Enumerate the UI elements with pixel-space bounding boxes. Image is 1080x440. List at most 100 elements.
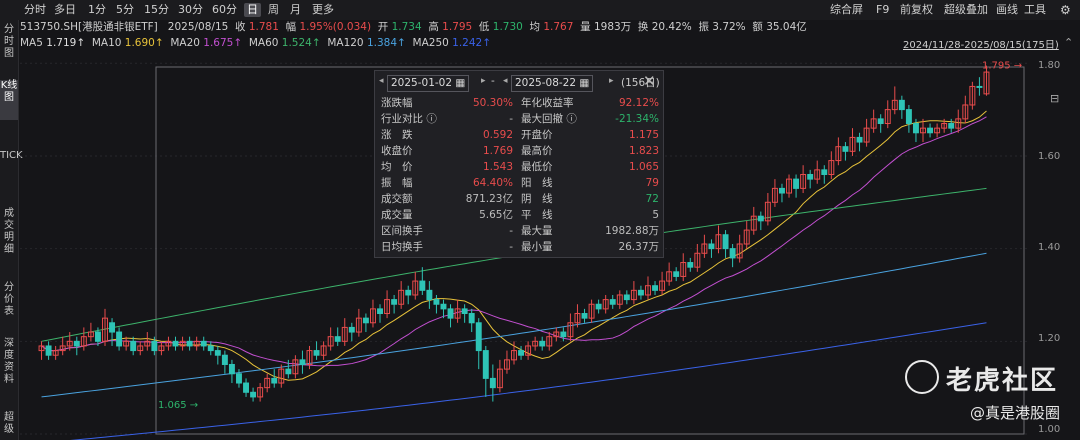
amount-label: 额 [752, 21, 763, 33]
ma-line [41, 252, 987, 398]
ma60-value: 1.524↑ [281, 37, 321, 49]
side-tab-kline[interactable]: K线图 [0, 80, 18, 120]
candle-body [447, 308, 454, 319]
side-tab-timeshare[interactable]: 分时图 [4, 24, 14, 59]
candle-body [645, 285, 651, 296]
candle-body [588, 303, 595, 319]
stat-label: 均 价 [381, 161, 413, 173]
tab-timeshare[interactable]: 分时 [24, 3, 46, 16]
tab-week[interactable]: 周 [268, 3, 279, 16]
start-date: 2025-01-02 [391, 77, 453, 89]
open-label: 开 [377, 21, 389, 33]
candle-body [560, 331, 567, 338]
tab-5min[interactable]: 5分 [116, 3, 134, 16]
ma120-label: MA120 [327, 37, 364, 49]
stat-value: - [509, 241, 513, 253]
candle-body [609, 299, 616, 305]
stat-label: 最高价 [521, 145, 553, 157]
candle-body [849, 136, 856, 152]
candle-body [743, 229, 750, 245]
candle-body [567, 322, 574, 338]
date-range-label[interactable]: 2024/11/28-2025/08/15(175日) [903, 40, 1059, 51]
quote-date: 2025/08/15 [167, 21, 229, 33]
close-icon[interactable]: ✕ [643, 72, 656, 90]
candle-body [666, 271, 673, 282]
ma250-value: 1.242↑ [452, 37, 492, 49]
tab-month[interactable]: 月 [290, 3, 301, 16]
draw-line-button[interactable]: 画线 [996, 3, 1018, 16]
candle-body [574, 313, 581, 324]
candle-body [369, 308, 376, 324]
caret-left-icon[interactable]: ◂ [379, 76, 384, 86]
candle-body [884, 109, 891, 125]
candle-body [341, 326, 348, 342]
candle-body [503, 359, 510, 370]
side-tab-price-table[interactable]: 分价表 [4, 282, 14, 317]
candle-body [525, 345, 532, 356]
tab-1min[interactable]: 1分 [88, 3, 106, 16]
candle-body [912, 123, 919, 134]
caret-right-icon[interactable]: ▸ [481, 76, 486, 86]
candle-body [186, 340, 193, 347]
candle-body [701, 243, 708, 254]
stat-value: 50.30% [472, 97, 513, 109]
end-date-field[interactable]: 2025-08-22 ▦ [511, 75, 594, 92]
candle-body [52, 350, 59, 356]
composite-screen-button[interactable]: 综合屏 [830, 3, 863, 16]
tab-more[interactable]: 更多 [312, 3, 334, 16]
tab-multiday[interactable]: 多日 [54, 3, 76, 16]
candle-body [764, 201, 771, 222]
f9-button[interactable]: F9 [876, 3, 890, 16]
amplitude-value: 3.72% [712, 21, 746, 33]
candle-body [729, 248, 736, 259]
candle-body [708, 243, 715, 250]
chevron-up-icon[interactable]: ⌃ [1064, 36, 1074, 49]
collapse-icon[interactable]: ⊟ [1050, 92, 1060, 105]
candle-body [94, 331, 101, 342]
candle-body [236, 373, 242, 384]
candle-body [468, 313, 475, 324]
tab-15min[interactable]: 15分 [144, 3, 169, 16]
super-overlay-button[interactable]: 超级叠加 [944, 3, 988, 16]
tab-60min[interactable]: 60分 [212, 3, 237, 16]
candle-body [891, 99, 898, 111]
stat-value: 5.65亿 [479, 209, 513, 221]
side-tab-super[interactable]: 超级 [4, 412, 14, 435]
candle-body [786, 178, 792, 194]
candle-body [736, 243, 743, 259]
ma10-label: MA10 [91, 37, 122, 49]
tools-button[interactable]: 工具 [1024, 3, 1046, 16]
candle-body [292, 359, 299, 375]
amplitude-label: 振 [698, 21, 709, 33]
candle-body [602, 299, 609, 310]
ma60-label: MA60 [248, 37, 279, 49]
stat-value: 79 [645, 177, 659, 189]
candle-body [722, 234, 729, 250]
kline-chart[interactable]: 1.795 → 1.065 → [20, 50, 1030, 440]
stat-label: 最小量 [521, 241, 553, 253]
candle-body [193, 340, 200, 347]
forward-adjust-button[interactable]: 前复权 [900, 3, 933, 16]
tab-day[interactable]: 日 [244, 3, 261, 17]
stat-label: 成交量 [381, 209, 413, 221]
candle-body [80, 336, 87, 347]
candle-body [405, 289, 412, 296]
stat-label: 年化收益率 [521, 97, 574, 109]
start-date-field[interactable]: 2025-01-02 ▦ [387, 75, 470, 92]
candle-body [299, 359, 306, 365]
stat-value: 26.37万 [618, 241, 659, 253]
candle-body [652, 285, 659, 291]
side-tab-trade-detail[interactable]: 成交明细 [4, 208, 14, 255]
stat-value: 1.065 [628, 161, 659, 173]
stat-value: 1982.88万 [605, 225, 659, 237]
caret-left-icon[interactable]: ◂ [503, 76, 508, 86]
gear-icon[interactable]: ⚙ [1060, 3, 1071, 17]
stat-value: 5 [652, 209, 659, 221]
side-tab-tick[interactable]: TICK [0, 150, 23, 161]
tab-30min[interactable]: 30分 [178, 3, 203, 16]
candle-body [539, 340, 546, 347]
side-tab-depth[interactable]: 深度资料 [4, 338, 14, 385]
candle-body [123, 340, 130, 347]
candle-body [179, 340, 186, 347]
caret-right-icon[interactable]: ▸ [609, 76, 614, 86]
